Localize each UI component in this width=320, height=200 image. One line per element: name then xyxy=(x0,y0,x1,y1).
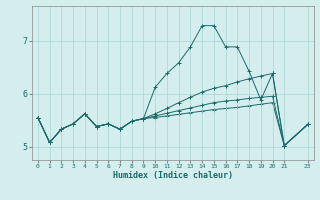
X-axis label: Humidex (Indice chaleur): Humidex (Indice chaleur) xyxy=(113,171,233,180)
